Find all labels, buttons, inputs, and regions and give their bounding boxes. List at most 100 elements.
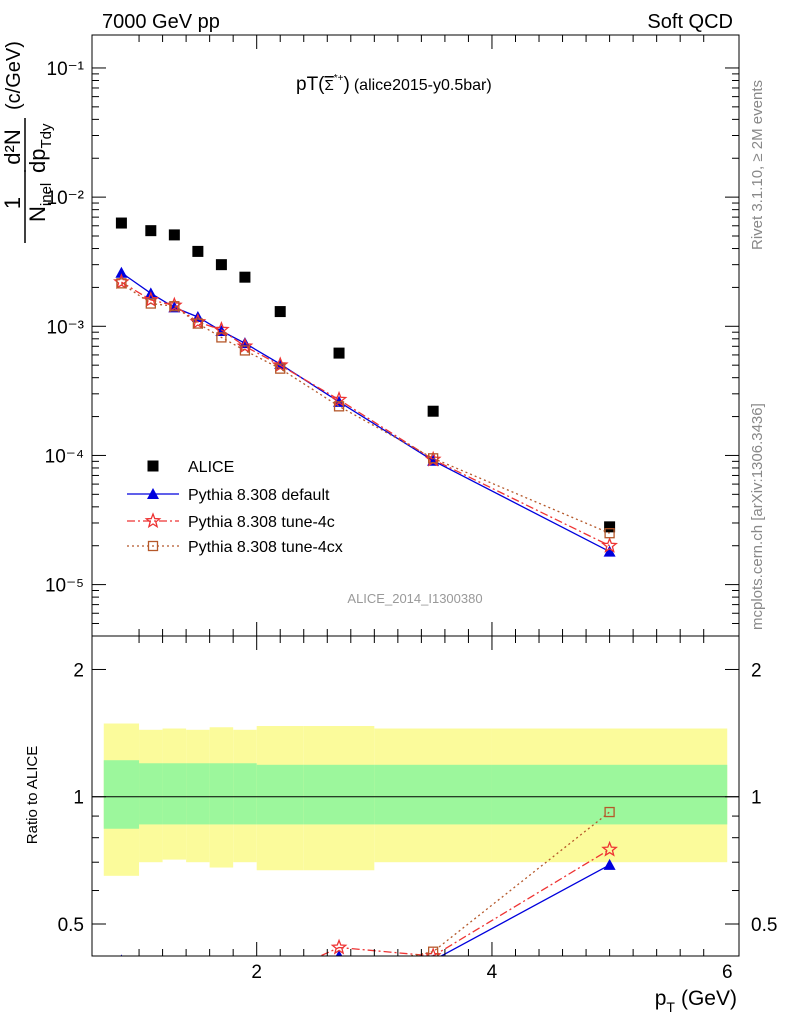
main-data	[113, 217, 618, 557]
ratio-data	[117, 806, 618, 1024]
title-sub: (alice2015-y0.5bar)	[354, 77, 492, 94]
data-point-tune4cx	[192, 318, 204, 329]
xlabel-main: p	[655, 987, 667, 1010]
ratio-point-tune4cx	[117, 990, 126, 999]
ratio-point-default	[145, 994, 157, 1005]
ylabel-frac2-den-main: dp	[25, 149, 50, 173]
data-point-tune4cx	[169, 301, 180, 312]
ratio-frame	[91, 635, 740, 957]
data-point-tune4c	[330, 390, 348, 407]
ratio-band-inner	[209, 763, 234, 825]
main-y-tick-label: 10⁻³	[47, 317, 85, 338]
data-point-tune4cx	[275, 363, 286, 374]
ylabel-unit: (c/GeV)	[3, 41, 25, 110]
title-particle: Σ	[325, 77, 334, 94]
ratio-panel: 0.5 0.5 1 1 2 2 2 4 6 Ratio to ALICE pT (GeV)	[24, 635, 777, 1024]
data-point-alice	[333, 347, 345, 359]
data-point-tune4cx	[333, 401, 345, 412]
ratio-x-tick-label: 4	[487, 962, 498, 983]
series-line-tune4c	[121, 281, 610, 547]
ratio-point-tune4cx	[427, 946, 439, 956]
main-y-tick-label: 10⁻⁵	[45, 576, 84, 597]
ratio-point-tune4c	[330, 938, 348, 955]
ratio-y-tick-label-right: 2	[751, 660, 762, 681]
ylabel-frac2-num: d²N	[0, 129, 25, 164]
main-y-tick-label: 10⁻¹	[47, 59, 85, 80]
title-close: )	[344, 74, 350, 95]
ratio-point-tune4c	[274, 967, 287, 980]
legend-marker-alice	[147, 460, 159, 472]
ratio-y-axis-title: Ratio to ALICE	[24, 746, 41, 844]
data-point-tune4cx	[145, 298, 156, 309]
ratio-point-tune4c	[238, 1017, 251, 1024]
main-title: pT(Σ*+) (alice2015-y0.5bar)	[296, 73, 492, 95]
ratio-y-tick-label: 2	[73, 660, 84, 681]
xlabel-unit: (GeV)	[681, 987, 737, 1010]
ylabel-frac1-den-sub: inel	[38, 183, 55, 206]
ratio-y-tick-label-right: 0.5	[751, 915, 777, 936]
main-panel: 10⁻⁵ 10⁻⁴ 10⁻³ 10⁻² 10⁻¹ pT(Σ*+) (alice2015-y…	[45, 34, 740, 637]
data-point-tune4cx	[427, 453, 439, 464]
ratio-band-inner	[186, 763, 210, 825]
data-point-alice	[274, 306, 286, 318]
ratio-point-default	[335, 950, 343, 956]
series-line-tune4cx	[121, 282, 610, 534]
ratio-point-tune4cx	[604, 806, 615, 818]
data-point-alice	[192, 245, 204, 257]
legend: ALICE Pythia 8.308 default Pythia 8.308 tu…	[127, 459, 343, 556]
title-main: pT(	[296, 74, 325, 95]
legend-label-default: Pythia 8.308 default	[188, 487, 330, 504]
ylabel-frac1-num: 1	[0, 197, 25, 209]
legend-marker-tune4cx	[147, 540, 159, 552]
ratio-bands	[92, 723, 739, 876]
ratio-x-axis-title: pT (GeV)	[655, 987, 737, 1015]
main-y-tick-label: 10⁻²	[47, 188, 85, 209]
xlabel-sub: T	[666, 999, 675, 1015]
ratio-point-tune4c	[144, 1017, 157, 1024]
data-point-default	[603, 545, 616, 557]
ratio-point-default	[603, 858, 616, 870]
ratio-point-tune4c	[601, 840, 618, 857]
ratio-x-tick-label: 6	[722, 962, 733, 983]
data-point-alice	[604, 521, 616, 533]
legend-label-tune4cx: Pythia 8.308 tune-4cx	[188, 539, 343, 556]
data-point-alice	[115, 217, 127, 229]
process-label: Soft QCD	[647, 11, 733, 33]
title-sup: *+	[334, 73, 344, 84]
ylabel-frac2-den: dpTdy	[25, 123, 55, 173]
data-point-alice	[427, 405, 439, 417]
data-point-alice	[215, 259, 227, 271]
energy-label: 7000 GeV pp	[102, 11, 220, 33]
ratio-point-default	[192, 1006, 204, 1017]
data-point-alice	[145, 225, 157, 237]
ratio-point-tune4c	[215, 1005, 228, 1018]
data-point-tune4cx	[604, 528, 615, 539]
ratio-point-tune4cx	[276, 980, 285, 989]
ratio-band-inner	[233, 763, 257, 825]
ratio-x-tick-label: 2	[251, 962, 262, 983]
ratio-ticks: 0.5 0.5 1 1 2 2 2 4 6	[58, 636, 777, 983]
ratio-band-inner	[303, 764, 375, 825]
ylabel-frac1-den: Ninel	[25, 183, 55, 222]
ratio-y-tick-label: 0.5	[58, 915, 84, 936]
ratio-line-tune4c	[318, 848, 610, 956]
ratio-point-default	[239, 1006, 251, 1017]
legend-marker-tune4c	[144, 512, 162, 529]
ylabel-frac2-den-sub: Tdy	[38, 123, 55, 149]
ylabel-frac1-den-main: N	[25, 206, 50, 222]
data-point-tune4c	[271, 356, 289, 373]
ratio-band-inner	[374, 764, 492, 825]
data-point-tune4cx	[216, 332, 227, 343]
ratio-band-inner	[103, 760, 140, 829]
analysis-watermark: ALICE_2014_I1300380	[347, 591, 482, 606]
ratio-band-inner	[162, 763, 187, 825]
main-y-tick-label: 10⁻⁴	[45, 446, 84, 467]
legend-label-tune4c: Pythia 8.308 tune-4c	[188, 514, 335, 531]
data-point-alice	[239, 271, 251, 283]
mcplots-label: mcplots.cern.ch [arXiv:1306.3436]	[749, 403, 766, 630]
ratio-point-default	[274, 964, 286, 975]
ratio-band-inner	[139, 763, 163, 825]
main-ticks: 10⁻⁵ 10⁻⁴ 10⁻³ 10⁻² 10⁻¹	[45, 35, 739, 637]
rivet-label: Rivet 3.1.10, ≥ 2M events	[749, 80, 766, 250]
